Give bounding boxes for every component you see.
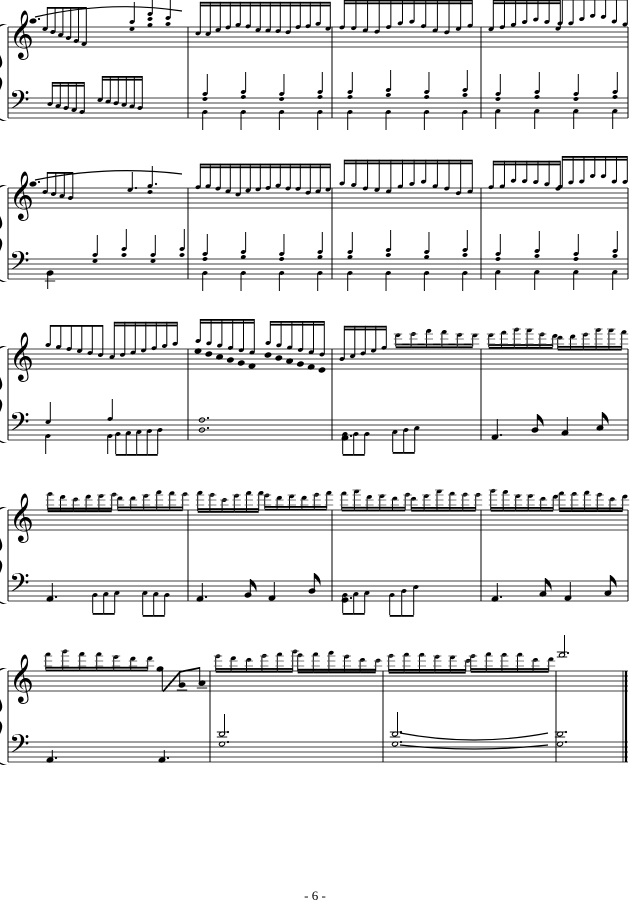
svg-text:𝄞: 𝄞 <box>9 493 34 543</box>
svg-text:𝄢: 𝄢 <box>9 568 30 604</box>
svg-text:𝄞: 𝄞 <box>9 332 34 382</box>
svg-text:𝄢: 𝄢 <box>9 407 30 443</box>
svg-text:𝄞: 𝄞 <box>9 171 34 221</box>
svg-text:𝄢: 𝄢 <box>9 85 30 121</box>
svg-text:𝄢: 𝄢 <box>9 246 30 282</box>
svg-text:𝄞: 𝄞 <box>9 10 34 60</box>
svg-text:𝄞: 𝄞 <box>9 654 34 704</box>
svg-text:- 6 -: - 6 - <box>304 888 326 903</box>
svg-text:𝄢: 𝄢 <box>9 729 30 765</box>
